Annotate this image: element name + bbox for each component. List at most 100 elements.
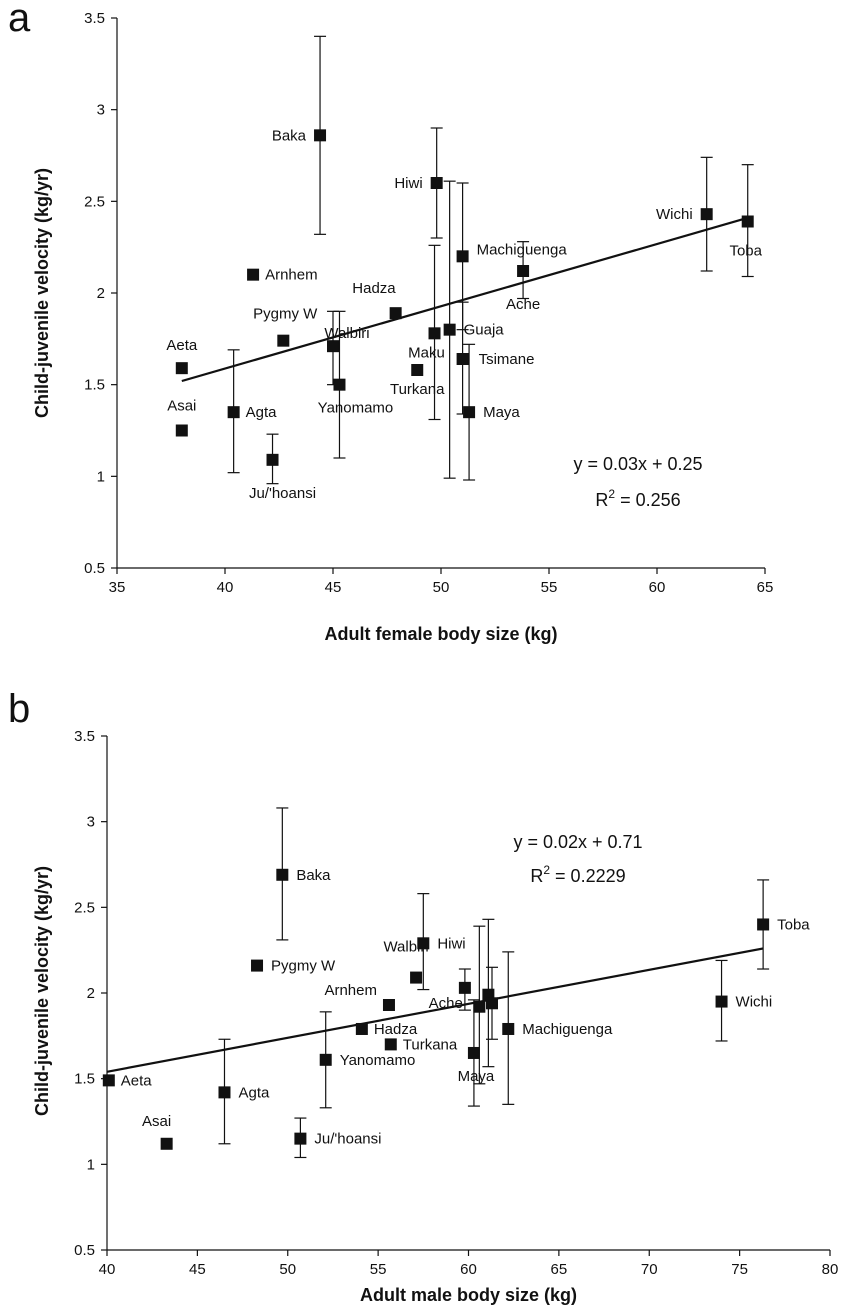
data-point [266, 453, 279, 466]
data-point [218, 1086, 231, 1099]
x-tick-label: 75 [731, 1261, 748, 1278]
x-tick-label: 40 [217, 579, 234, 596]
data-point [456, 250, 469, 263]
data-point [294, 1132, 307, 1145]
point-label: Walbiri [324, 325, 369, 342]
point-label: Yanomamo [318, 400, 394, 417]
data-point [175, 424, 188, 437]
point-label: Hadza [352, 280, 396, 297]
point-label: Tsimane [479, 351, 535, 368]
data-point [251, 959, 264, 972]
y-tick-label: 3 [87, 814, 95, 831]
regression-equation: y = 0.03x + 0.25 [573, 454, 702, 474]
data-point [458, 981, 471, 994]
data-point [485, 997, 498, 1010]
r-squared-exponent: 2 [543, 863, 550, 877]
point-label: Ache [506, 296, 540, 313]
point-label: Asai [142, 1113, 171, 1130]
data-point [757, 918, 770, 931]
y-tick-label: 2.5 [74, 899, 95, 916]
r-squared-exponent: 2 [608, 487, 615, 501]
trendline [106, 947, 764, 1073]
point-label: Agta [246, 404, 278, 421]
x-tick-label: 60 [649, 579, 666, 596]
panel-a-letter: a [8, 0, 31, 40]
data-point [227, 406, 240, 419]
point-label: Pygmy W [253, 306, 318, 323]
data-point [102, 1074, 115, 1087]
point-label: Pygmy W [271, 958, 336, 975]
point-label: Machiguenga [522, 1021, 613, 1038]
chart-b: 0.5 1 1.5 2 2.5 3 3.5 40 45 50 55 60 65 70 75 80 Adult m… [32, 728, 839, 1305]
y-tick-label: 0.5 [74, 1242, 95, 1259]
point-label: Hadza [374, 1021, 418, 1038]
point-label: Asai [167, 398, 196, 415]
data-point [463, 406, 476, 419]
data-point [411, 364, 424, 376]
y-tick-label: 1.5 [84, 377, 105, 394]
data-point [389, 307, 402, 320]
data-point [277, 334, 290, 347]
r-squared-label: R2 = 0.256 [595, 487, 680, 510]
point-label: Arnhem [265, 267, 318, 284]
x-tick-label: 45 [325, 579, 342, 596]
point-label: Agta [238, 1084, 270, 1101]
point-label: Arnhem [324, 982, 377, 999]
point-label: Maya [458, 1068, 495, 1085]
data-point [327, 340, 339, 353]
x-tick-label: 40 [99, 1261, 116, 1278]
point-label: Aeta [121, 1072, 153, 1089]
point-label: Hiwi [394, 175, 422, 192]
x-tick-label: 70 [641, 1261, 658, 1278]
panel-b-letter: b [8, 687, 31, 731]
point-label: Ju/'hoansi [314, 1131, 381, 1148]
x-tick-label: 35 [109, 579, 126, 596]
point-label: Ju/'hoansi [249, 485, 316, 502]
r-squared-prefix: R [595, 490, 608, 510]
x-tick-label: 80 [822, 1261, 839, 1278]
point-label: Hiwi [437, 935, 465, 952]
data-point [502, 1022, 515, 1035]
data-point [355, 1022, 368, 1035]
point-label: Yanomamo [340, 1052, 416, 1069]
point-label: Guaja [464, 322, 505, 339]
r-squared-value: = 0.256 [615, 490, 681, 510]
point-label: Maya [483, 404, 520, 421]
point-label: Toba [777, 916, 810, 933]
data-point [467, 1046, 480, 1059]
x-tick-label: 50 [279, 1261, 296, 1278]
y-tick-label: 2.5 [84, 193, 105, 210]
data-point [443, 323, 456, 336]
x-tick-label: 60 [460, 1261, 477, 1278]
trendline [181, 216, 749, 383]
x-tick-label: 65 [757, 579, 774, 596]
y-tick-label: 2 [97, 285, 105, 302]
data-point [741, 215, 754, 228]
point-label: Maku [408, 344, 445, 361]
data-point [417, 937, 430, 950]
data-point [715, 995, 728, 1008]
x-axis-title: Adult male body size (kg) [360, 1285, 577, 1305]
data-point [384, 1038, 397, 1051]
data-point [456, 353, 469, 365]
data-point [700, 208, 713, 221]
y-tick-label: 0.5 [84, 560, 105, 577]
data-point [160, 1137, 173, 1150]
r-squared-label: R2 = 0.2229 [530, 863, 625, 886]
data-point [410, 971, 423, 984]
data-point [517, 265, 530, 277]
x-tick-label: 65 [551, 1261, 568, 1278]
data-point [428, 327, 441, 340]
data-point [473, 1000, 486, 1013]
point-label: Ache [429, 995, 463, 1012]
y-tick-label: 3 [97, 102, 105, 119]
data-point [247, 268, 260, 281]
point-label: Toba [729, 243, 762, 260]
point-label: Wichi [736, 994, 773, 1011]
y-tick-label: 1 [87, 1156, 95, 1173]
point-label: Machiguenga [477, 241, 568, 258]
point-label: Aeta [166, 337, 198, 354]
y-tick-label: 3.5 [84, 10, 105, 27]
y-axis-title: Child-juvenile velocity (kg/yr) [32, 168, 52, 418]
x-tick-label: 45 [189, 1261, 206, 1278]
